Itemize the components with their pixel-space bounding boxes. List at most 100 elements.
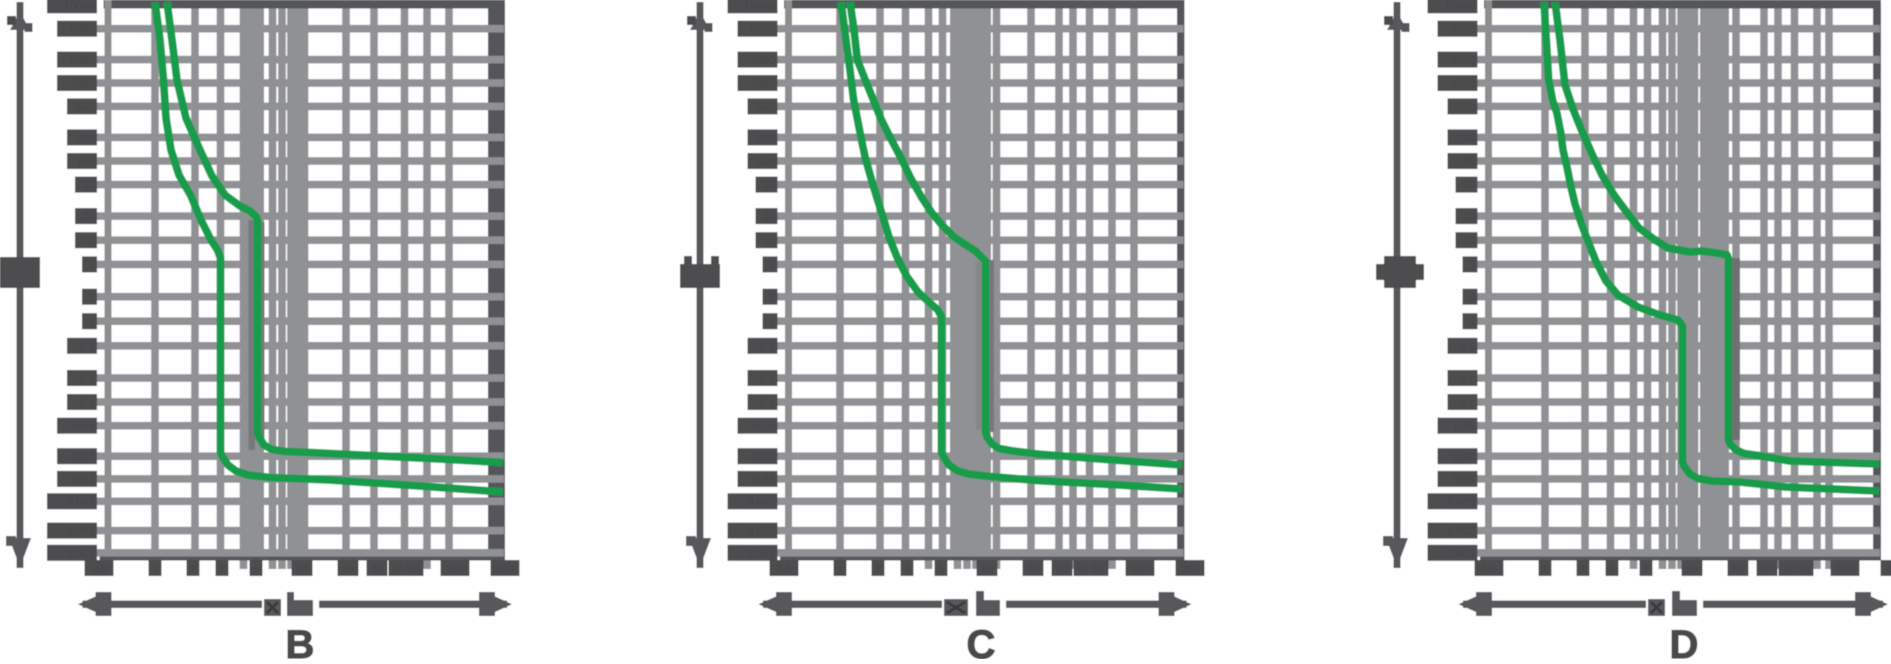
svg-text:200: 200 <box>1457 132 1475 144</box>
svg-text:50: 50 <box>763 180 775 192</box>
svg-text:0.1: 0.1 <box>760 397 775 409</box>
svg-text:20: 20 <box>1732 564 1744 576</box>
svg-text:5: 5 <box>253 564 259 576</box>
svg-text:5000: 5000 <box>751 24 775 36</box>
svg-text:20: 20 <box>1027 564 1039 576</box>
svg-text:C: C <box>967 623 996 659</box>
svg-text:3: 3 <box>1609 564 1615 576</box>
svg-text:0.5: 0.5 <box>1460 341 1475 353</box>
svg-text:5: 5 <box>88 259 94 271</box>
svg-text:10000: 10000 <box>744 0 775 12</box>
svg-text:0.005: 0.005 <box>747 496 775 508</box>
svg-text:200: 200 <box>757 132 775 144</box>
svg-text:0.01: 0.01 <box>1454 474 1475 486</box>
svg-text:1: 1 <box>837 564 843 576</box>
svg-text:0.5: 0.5 <box>776 564 791 576</box>
svg-text:2000: 2000 <box>1451 55 1475 67</box>
svg-text:0.05: 0.05 <box>754 421 775 433</box>
svg-text:20: 20 <box>1463 211 1475 223</box>
svg-text:3: 3 <box>904 564 910 576</box>
svg-text:0.02: 0.02 <box>1454 451 1475 463</box>
svg-text:0.001: 0.001 <box>67 548 95 560</box>
svg-text:1000: 1000 <box>1451 78 1475 90</box>
svg-text:30: 30 <box>1056 564 1068 576</box>
svg-text:1: 1 <box>1469 316 1475 328</box>
svg-text:10: 10 <box>82 235 94 247</box>
svg-text:5: 5 <box>769 259 775 271</box>
svg-text:0.05: 0.05 <box>1454 421 1475 433</box>
svg-text:5: 5 <box>938 564 944 576</box>
svg-text:0.5: 0.5 <box>91 564 106 576</box>
svg-text:2: 2 <box>1469 292 1475 304</box>
svg-text:5: 5 <box>1643 564 1649 576</box>
svg-text:30: 30 <box>371 564 383 576</box>
svg-text:0.1: 0.1 <box>1460 397 1475 409</box>
svg-text:10: 10 <box>296 564 308 576</box>
svg-text:0.002: 0.002 <box>67 526 95 538</box>
svg-text:2000: 2000 <box>751 55 775 67</box>
svg-text:5: 5 <box>1469 259 1475 271</box>
svg-text:0.001: 0.001 <box>1447 548 1475 560</box>
svg-text:0.05: 0.05 <box>73 421 94 433</box>
svg-text:2000: 2000 <box>70 55 94 67</box>
svg-text:100: 100 <box>446 564 464 576</box>
svg-text:50: 50 <box>82 180 94 192</box>
svg-text:0.001: 0.001 <box>747 548 775 560</box>
svg-text:20: 20 <box>763 211 775 223</box>
svg-text:0.01: 0.01 <box>73 474 94 486</box>
svg-text:0.5: 0.5 <box>1481 564 1496 576</box>
svg-text:200: 200 <box>1181 564 1199 576</box>
svg-text:1: 1 <box>769 316 775 328</box>
svg-text:100: 100 <box>1836 564 1854 576</box>
svg-text:0.5: 0.5 <box>760 341 775 353</box>
svg-text:0.002: 0.002 <box>1447 526 1475 538</box>
svg-text:10: 10 <box>981 564 993 576</box>
svg-text:2: 2 <box>190 564 196 576</box>
svg-text:0.2: 0.2 <box>760 373 775 385</box>
svg-text:5000: 5000 <box>1451 24 1475 36</box>
svg-text:1000: 1000 <box>751 78 775 90</box>
svg-text:500: 500 <box>1457 101 1475 113</box>
svg-text:0.1: 0.1 <box>79 397 94 409</box>
svg-text:100: 100 <box>1457 156 1475 168</box>
svg-text:10000: 10000 <box>1444 0 1475 12</box>
svg-text:0.2: 0.2 <box>79 373 94 385</box>
svg-text:50: 50 <box>1092 564 1104 576</box>
svg-text:2: 2 <box>769 292 775 304</box>
svg-text:10: 10 <box>1686 564 1698 576</box>
svg-text:D: D <box>1670 623 1699 659</box>
svg-text:3: 3 <box>219 564 225 576</box>
svg-text:10: 10 <box>1463 235 1475 247</box>
svg-text:2: 2 <box>88 292 94 304</box>
svg-text:0.01: 0.01 <box>754 474 775 486</box>
svg-text:200: 200 <box>76 132 94 144</box>
svg-text:200: 200 <box>496 564 514 576</box>
svg-text:1: 1 <box>1542 564 1548 576</box>
svg-text:100: 100 <box>76 156 94 168</box>
svg-text:500: 500 <box>757 101 775 113</box>
svg-text:100: 100 <box>757 156 775 168</box>
svg-text:200: 200 <box>1886 564 1891 576</box>
svg-text:10000: 10000 <box>64 0 95 12</box>
svg-text:30: 30 <box>1761 564 1773 576</box>
svg-text:0.5: 0.5 <box>79 341 94 353</box>
svg-text:1: 1 <box>152 564 158 576</box>
svg-text:2: 2 <box>875 564 881 576</box>
svg-text:1000: 1000 <box>70 78 94 90</box>
svg-text:0.005: 0.005 <box>1447 496 1475 508</box>
svg-text:50: 50 <box>407 564 419 576</box>
svg-text:0.02: 0.02 <box>754 451 775 463</box>
svg-text:10: 10 <box>763 235 775 247</box>
svg-text:0.02: 0.02 <box>73 451 94 463</box>
svg-text:50: 50 <box>1463 180 1475 192</box>
svg-text:100: 100 <box>1131 564 1149 576</box>
svg-text:0.002: 0.002 <box>747 526 775 538</box>
svg-text:20: 20 <box>82 211 94 223</box>
svg-text:2: 2 <box>1580 564 1586 576</box>
svg-text:0.2: 0.2 <box>1460 373 1475 385</box>
svg-text:0.005: 0.005 <box>67 496 95 508</box>
svg-text:50: 50 <box>1797 564 1809 576</box>
svg-text:1: 1 <box>88 316 94 328</box>
svg-text:20: 20 <box>342 564 354 576</box>
svg-text:5000: 5000 <box>70 24 94 36</box>
